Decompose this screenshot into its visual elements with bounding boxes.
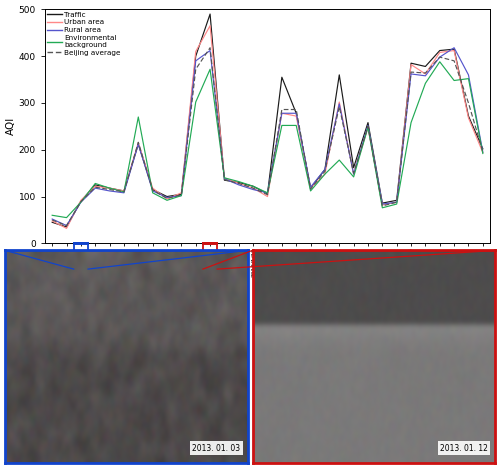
Text: 2013. 01. 12: 2013. 01. 12 — [440, 444, 488, 453]
Legend: Traffic, Urban area, Rural area, Environmental
background, Beijing average: Traffic, Urban area, Rural area, Environ… — [47, 12, 121, 56]
Bar — [203, 243, 218, 269]
Text: 2013. 01. 03: 2013. 01. 03 — [192, 444, 240, 453]
Text: Date: Date — [255, 365, 280, 375]
Bar — [74, 243, 88, 269]
Y-axis label: AQI: AQI — [6, 117, 16, 135]
